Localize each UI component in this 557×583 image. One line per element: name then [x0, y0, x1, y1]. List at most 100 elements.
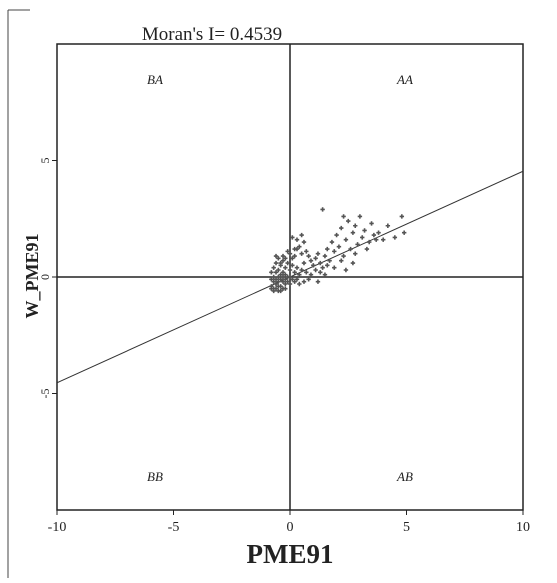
scatter-point: [269, 270, 274, 275]
scatter-point: [276, 267, 281, 273]
scatter-point: [318, 260, 323, 266]
x-tick-labels: -10 -5 0 5 10: [48, 510, 530, 535]
scatter-point: [374, 237, 379, 242]
scatter-point: [285, 260, 290, 266]
y-tick-label: 0: [38, 274, 52, 280]
scatter-point: [299, 251, 304, 256]
scatter-point: [304, 270, 309, 275]
scatter-point: [287, 281, 293, 287]
scatter-point: [287, 274, 293, 280]
scatter-point: [278, 277, 283, 282]
scatter-point: [355, 242, 360, 247]
scatter-point: [313, 267, 318, 273]
quadrant-label-top-left: BA: [147, 72, 163, 87]
x-tick-label: 5: [403, 520, 410, 535]
scatter-point: [280, 270, 286, 275]
scatter-point: [287, 267, 293, 273]
scatter-point: [313, 256, 318, 261]
scatter-point: [292, 253, 297, 259]
scatter-point: [290, 235, 295, 240]
scatter-point: [306, 277, 311, 282]
scatter-point: [297, 281, 302, 287]
scatter-point: [339, 258, 344, 263]
scatter-point: [278, 288, 283, 294]
scatter-point: [294, 277, 300, 282]
scatter-point: [336, 244, 342, 249]
scatter-point: [297, 244, 302, 249]
scatter-point: [341, 253, 346, 259]
scatter-point: [273, 277, 279, 282]
y-tick-label: 5: [38, 158, 52, 164]
scatter-point: [273, 260, 279, 266]
scatter-point: [332, 249, 337, 254]
x-tick-label: 0: [287, 520, 294, 535]
scatter-point: [271, 265, 276, 270]
scatter-point: [304, 249, 309, 254]
scatter-point: [273, 253, 279, 259]
scatter-point: [283, 281, 288, 287]
scatter-point: [376, 230, 381, 235]
scatter-point: [308, 272, 314, 277]
x-tick-label: 10: [516, 520, 530, 535]
scatter-point: [315, 251, 321, 256]
scatter-point: [343, 267, 349, 273]
scatter-point: [367, 239, 372, 245]
scatter-point: [369, 221, 374, 226]
scatter-point: [292, 270, 297, 275]
scatter-point: [346, 218, 351, 224]
scatter-point: [350, 230, 356, 235]
scatter-point: [320, 265, 325, 270]
quadrant-label-top-right: AA: [396, 72, 413, 87]
scatter-point: [364, 246, 370, 252]
scatter-point: [287, 251, 293, 256]
chart-title: Moran's I= 0.4539: [142, 24, 282, 45]
scatter-point: [273, 286, 279, 291]
scatter-point: [283, 272, 288, 277]
scatter-point: [327, 258, 332, 263]
scatter-point: [280, 279, 286, 284]
scatter-point: [271, 274, 276, 280]
scatter-point: [348, 246, 353, 252]
x-tick-label: -5: [168, 520, 180, 535]
scatter-point: [343, 237, 349, 242]
scatter-point: [399, 214, 405, 219]
scatter-point: [318, 270, 323, 275]
scatter-point: [283, 265, 288, 270]
scatter-point: [329, 239, 335, 245]
scatter-point: [332, 265, 337, 270]
scatter-point: [280, 274, 286, 280]
scatter-point: [290, 277, 295, 282]
scatter-point: [276, 279, 281, 284]
x-tick-label: -10: [48, 520, 67, 535]
scatter-point: [353, 223, 358, 228]
scatter-point: [339, 225, 344, 231]
scatter-point: [392, 235, 398, 240]
scatter-point: [315, 279, 321, 284]
scatter-point: [341, 214, 346, 219]
plot-frame: [7, 9, 524, 578]
scatter-point: [322, 272, 328, 277]
scatter-point: [285, 279, 290, 284]
scatter-point: [280, 258, 286, 263]
scatter-point: [357, 214, 363, 219]
scatter-point: [278, 272, 283, 277]
scatter-point: [320, 207, 325, 212]
x-axis-label: PME91: [247, 539, 334, 569]
scatter-point: [306, 253, 311, 259]
scatter-point: [278, 260, 283, 266]
scatter-point: [308, 258, 314, 263]
scatter-point: [280, 253, 286, 259]
scatter-point: [283, 286, 288, 291]
quadrant-label-bottom-left: BB: [147, 469, 163, 484]
scatter-point: [381, 237, 386, 242]
y-tick-labels: 5 0 -5: [38, 158, 57, 399]
scatter-point: [297, 272, 302, 277]
scatter-point: [271, 288, 276, 294]
scatter-point: [292, 279, 297, 284]
scatter-point: [311, 263, 316, 268]
scatter-point: [294, 265, 300, 270]
scatter-point: [294, 237, 300, 242]
y-tick-label: -5: [38, 389, 52, 399]
scatter-point: [269, 286, 274, 291]
